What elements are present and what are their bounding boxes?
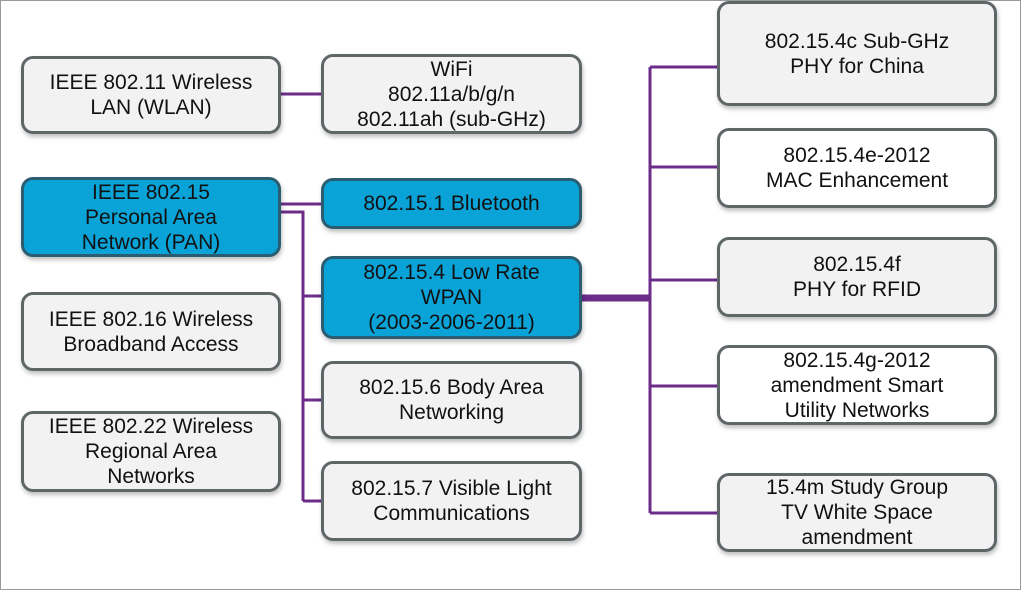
node-802-15-4g: 802.15.4g-2012 amendment Smart Utility N… (717, 345, 997, 425)
node-bluetooth: 802.15.1 Bluetooth (321, 178, 582, 229)
node-802-15-4e: 802.15.4e-2012 MAC Enhancement (717, 128, 997, 208)
node-pan: IEEE 802.15 Personal Area Network (PAN) (21, 177, 281, 257)
node-wlan: IEEE 802.11 Wireless LAN (WLAN) (21, 56, 281, 134)
node-802-22: IEEE 802.22 Wireless Regional Area Netwo… (21, 411, 281, 492)
node-15-4m: 15.4m Study Group TV White Space amendme… (717, 473, 997, 552)
node-wifi: WiFi 802.11a/b/g/n 802.11ah (sub-GHz) (321, 54, 582, 134)
node-802-16: IEEE 802.16 Wireless Broadband Access (21, 292, 281, 371)
node-802-15-4: 802.15.4 Low Rate WPAN (2003-2006-2011) (321, 256, 582, 339)
node-visible-light: 802.15.7 Visible Light Communications (321, 461, 582, 541)
node-body-area: 802.15.6 Body Area Networking (321, 361, 582, 439)
node-802-15-4f: 802.15.4f PHY for RFID (717, 237, 997, 317)
node-802-15-4c: 802.15.4c Sub-GHz PHY for China (717, 1, 997, 106)
connector-pan-trunk (281, 210, 305, 501)
